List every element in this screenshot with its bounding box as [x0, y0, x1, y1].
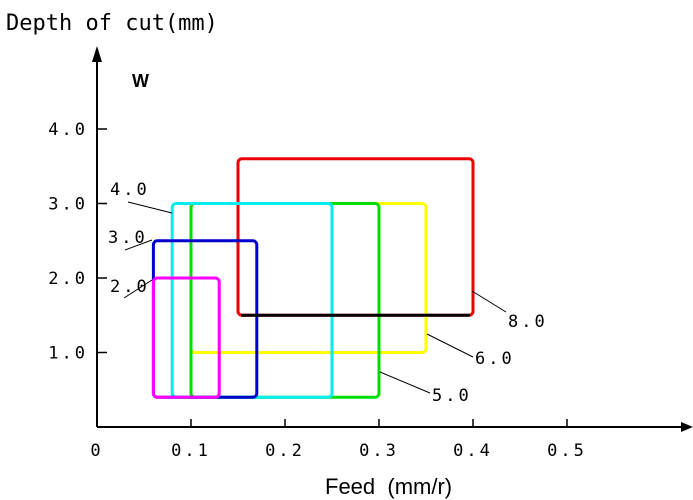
leader-line-8-0 [471, 290, 507, 313]
y-axis-title: Depth of cut(mm) [6, 11, 218, 36]
x-tick-label: 0.3 [359, 441, 399, 461]
leader-line-4-0 [127, 201, 173, 214]
x-tick-label: 0 [90, 441, 103, 461]
ticks: 0 0.1 0.2 0.3 0.4 0.5 1.0 2.0 3.0 4.0 [48, 120, 587, 461]
series-labels: 2.0 3.0 4.0 5.06.0 8.0 [108, 180, 548, 406]
series-label-2-0: 2.0 [110, 277, 150, 297]
series-rect-8-0 [236, 157, 475, 317]
y-tick-label: 1.0 [48, 344, 88, 364]
leader-line-6-0 [426, 333, 474, 358]
x-tick-label: 0.1 [171, 441, 211, 461]
x-tick-label: 0.4 [453, 441, 493, 461]
y-tick-label: 2.0 [48, 269, 88, 289]
y-tick-label: 4.0 [48, 120, 88, 140]
series-rect-3-0 [151, 239, 259, 399]
x-tick-label: 0.5 [547, 441, 587, 461]
corner-label: W [132, 71, 149, 91]
y-tick-label: 3.0 [48, 195, 88, 215]
y-axis-arrow [92, 46, 102, 62]
series-label-8-0: 8.0 [508, 312, 548, 332]
series-label-3-0: 3.0 [108, 228, 148, 248]
series-rects [151, 157, 475, 399]
series-rect-6-0 [189, 202, 428, 354]
series-rect-2-0 [151, 276, 221, 399]
leader-line-5-0 [379, 371, 431, 394]
x-tick-label: 0.2 [265, 441, 305, 461]
series-label-5-0: 5.0 [432, 386, 472, 406]
x-axis-arrow [681, 422, 693, 432]
x-axis-title: Feed (mm/r) [325, 474, 452, 499]
series-rect-4-0 [170, 202, 334, 399]
leader-line-2-0 [123, 279, 153, 299]
series-label-4-0: 4.0 [110, 180, 150, 200]
series-label-6-0: 6.0 [475, 349, 515, 369]
leader-line-3-0 [124, 239, 153, 251]
